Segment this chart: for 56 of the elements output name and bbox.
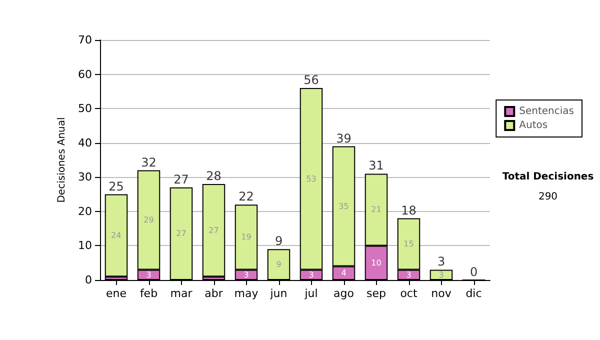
data-label: 53 — [306, 174, 316, 184]
legend-label: Sentencias — [519, 106, 574, 117]
y-tick-label: 10 — [78, 239, 92, 252]
x-tick-label: may — [234, 287, 259, 300]
data-label: 27 — [176, 229, 186, 238]
text: 290 — [538, 192, 558, 202]
y-tick-label: 30 — [78, 170, 92, 184]
data-label: 21 — [371, 205, 382, 214]
x-tick-label: abr — [204, 287, 224, 300]
x-tick-label: nov — [431, 287, 452, 300]
x-tick-label: oct — [400, 287, 418, 300]
data-label: 19 — [241, 232, 252, 242]
data-label: 3 — [146, 270, 152, 280]
total-label: 25 — [108, 179, 124, 194]
total-label: 9 — [274, 234, 283, 248]
data-label: 24 — [111, 230, 122, 240]
data-label: 9 — [276, 260, 282, 270]
y-tick-label: 70 — [78, 34, 92, 46]
total-label: 3 — [437, 254, 446, 269]
data-label: 15 — [404, 240, 414, 248]
x-tick-label: dic — [466, 287, 482, 300]
data-label: 27 — [208, 226, 219, 235]
legend-label: Autos — [519, 120, 548, 131]
text: Total Decisiones — [502, 172, 594, 182]
y-tick-label: 40 — [78, 136, 92, 150]
data-label: 35 — [338, 202, 349, 211]
data-label: 29 — [144, 216, 154, 224]
total-label: 32 — [141, 155, 156, 170]
y-tick-label: 0 — [85, 274, 92, 286]
total-label: 0 — [470, 265, 478, 279]
total-label: 56 — [304, 73, 319, 87]
y-tick-label: 50 — [78, 102, 92, 116]
x-tick-label: feb — [140, 287, 158, 300]
total-label: 39 — [336, 131, 352, 146]
total-label: 22 — [238, 190, 254, 204]
data-label: 4 — [341, 268, 346, 278]
total-label: 27 — [174, 172, 189, 186]
bar — [202, 184, 226, 277]
x-tick-label: sep — [366, 287, 386, 300]
y-tick-label: 20 — [78, 204, 92, 218]
data-label: 3 — [406, 270, 412, 280]
y-tick-label: 60 — [78, 68, 92, 81]
bar — [104, 194, 128, 277]
data-label: 3 — [244, 270, 249, 280]
x-tick-label: ago — [334, 287, 354, 300]
data-label: 10 — [371, 258, 382, 268]
x-tick-label: mar — [170, 287, 193, 300]
total-label: 18 — [401, 203, 416, 218]
data-label: 3 — [308, 270, 314, 280]
y-axis-title: Decisiones Anual — [56, 117, 68, 203]
data-label: 3 — [438, 270, 444, 280]
total-label: 28 — [206, 169, 222, 183]
x-tick-label: jul — [304, 287, 318, 300]
total-label: 31 — [368, 158, 384, 173]
x-tick-label: jun — [269, 287, 288, 300]
x-tick-label: ene — [106, 287, 127, 300]
